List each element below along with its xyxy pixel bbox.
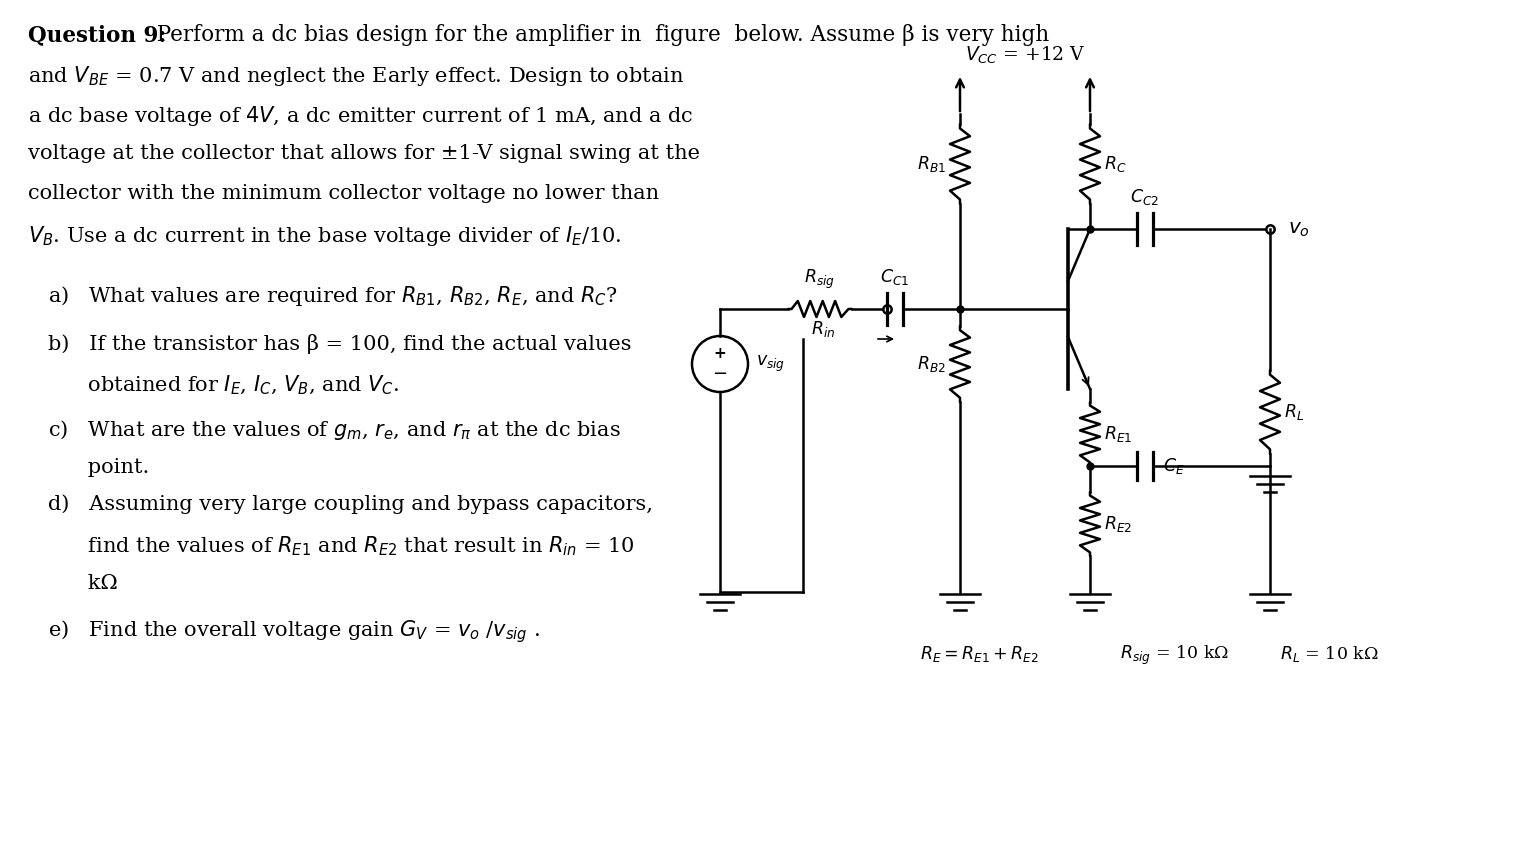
Text: $C_{C1}$: $C_{C1}$	[881, 267, 910, 287]
Text: $C_E$: $C_E$	[1163, 456, 1184, 476]
Text: point.: point.	[47, 458, 149, 477]
Text: a dc base voltage of $\mathit{4V}$, a dc emitter current of 1 mA, and a dc: a dc base voltage of $\mathit{4V}$, a dc…	[27, 104, 693, 128]
Text: Question 9:: Question 9:	[27, 24, 166, 46]
Text: e)   Find the overall voltage gain $G_V$ = $v_o$ /$v_{sig}$ .: e) Find the overall voltage gain $G_V$ =…	[47, 618, 539, 645]
Text: obtained for $\mathit{I_E}$, $\mathit{I_C}$, $\mathit{V_B}$, and $\mathit{V_C}$.: obtained for $\mathit{I_E}$, $\mathit{I_…	[47, 374, 399, 397]
Text: $R_{sig}$: $R_{sig}$	[805, 268, 835, 291]
Text: $R_{E1}$: $R_{E1}$	[1103, 424, 1132, 444]
Text: $R_{B2}$: $R_{B2}$	[917, 354, 946, 374]
Text: a)   What values are required for $R_{B1}$, $R_{B2}$, $R_E$, and $R_C$?: a) What values are required for $R_{B1}$…	[47, 284, 617, 308]
Text: voltage at the collector that allows for ±1-V signal swing at the: voltage at the collector that allows for…	[27, 144, 700, 163]
Text: Perform a dc bias design for the amplifier in  figure  below. Assume β is very h: Perform a dc bias design for the amplifi…	[143, 24, 1049, 46]
Text: $R_L$ = 10 kΩ: $R_L$ = 10 kΩ	[1280, 644, 1379, 664]
Text: $C_{C2}$: $C_{C2}$	[1131, 187, 1160, 207]
Text: kΩ: kΩ	[47, 574, 117, 593]
Text: find the values of $R_{E1}$ and $R_{E2}$ that result in $R_{in}$ = 10: find the values of $R_{E1}$ and $R_{E2}$…	[47, 534, 634, 557]
Text: $R_C$: $R_C$	[1103, 154, 1126, 174]
Text: $v_{sig}$: $v_{sig}$	[756, 354, 785, 374]
Text: $R_{E2}$: $R_{E2}$	[1103, 514, 1132, 534]
Text: d)   Assuming very large coupling and bypass capacitors,: d) Assuming very large coupling and bypa…	[47, 494, 652, 514]
Text: b)   If the transistor has β = 100, find the actual values: b) If the transistor has β = 100, find t…	[47, 334, 631, 354]
Text: collector with the minimum collector voltage no lower than: collector with the minimum collector vol…	[27, 184, 658, 203]
Text: $R_{B1}$: $R_{B1}$	[917, 154, 946, 174]
Text: +: +	[713, 346, 727, 361]
Text: $R_L$: $R_L$	[1285, 402, 1305, 422]
Text: $V_{CC}$ = +12 V: $V_{CC}$ = +12 V	[965, 45, 1085, 66]
Text: $\mathit{V_B}$. Use a dc current in the base voltage divider of $\mathit{I_E}$/1: $\mathit{V_B}$. Use a dc current in the …	[27, 224, 622, 248]
Text: $R_E = R_{E1} + R_{E2}$: $R_E = R_{E1} + R_{E2}$	[920, 644, 1039, 664]
Text: $v_o$: $v_o$	[1288, 219, 1311, 238]
Text: and $\mathit{V}_{BE}$ = 0.7 V and neglect the Early effect. Design to obtain: and $\mathit{V}_{BE}$ = 0.7 V and neglec…	[27, 64, 684, 88]
Text: −: −	[712, 365, 727, 383]
Text: $R_{sig}$ = 10 kΩ: $R_{sig}$ = 10 kΩ	[1120, 644, 1230, 667]
Text: $R_{in}$: $R_{in}$	[811, 319, 835, 339]
Text: c)   What are the values of $g_m$, $r_e$, and $r_\pi$ at the dc bias: c) What are the values of $g_m$, $r_e$, …	[47, 418, 620, 442]
